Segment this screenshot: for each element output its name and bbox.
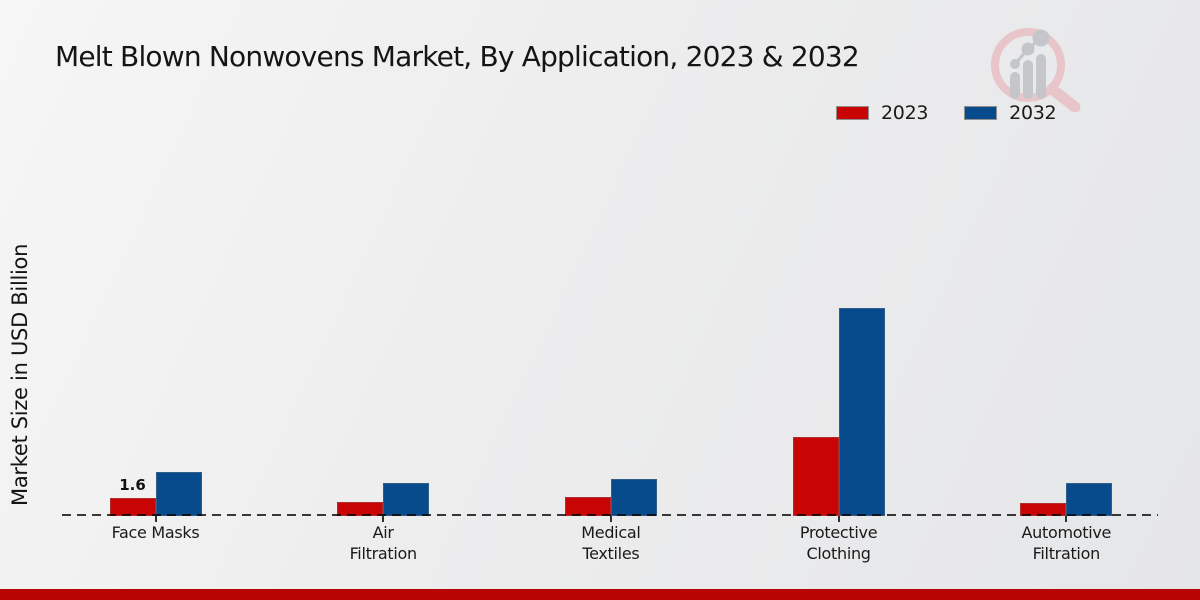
footer-accent-bar xyxy=(0,589,1200,600)
bar-2032-automotive-filtration xyxy=(1066,483,1113,516)
bar-2032-face-masks xyxy=(155,472,202,516)
x-axis-tick-medical-textiles xyxy=(609,516,612,522)
axis-baseline xyxy=(62,514,1158,516)
bar-2032-medical-textiles xyxy=(610,478,657,516)
legend-label-2023: 2023 xyxy=(881,102,929,124)
bar-value-label: 1.6 xyxy=(119,476,146,495)
x-axis-tick-air-filtration xyxy=(382,516,385,522)
x-axis-label-air-filtration: Air Filtration xyxy=(349,523,418,563)
bar-2032-air-filtration xyxy=(383,483,430,516)
bar-2023-protective-clothing xyxy=(792,437,839,516)
x-axis-label-automotive-filtration: Automotive Filtration xyxy=(1021,523,1112,563)
legend-swatch-2032 xyxy=(964,106,998,120)
x-axis-label-protective-clothing: Protective Clothing xyxy=(799,523,878,563)
legend-item-2032: 2032 xyxy=(964,102,1057,124)
x-axis-label-face-masks: Face Masks xyxy=(111,523,200,542)
magnifier-bar-chart-logo xyxy=(991,28,1081,112)
legend-item-2023: 2023 xyxy=(836,102,928,124)
x-axis-tick-automotive-filtration xyxy=(1065,516,1068,522)
x-axis-tick-protective-clothing xyxy=(837,516,840,522)
x-axis-label-medical-textiles: Medical Textiles xyxy=(581,523,641,563)
x-axis-tick-face-masks xyxy=(154,516,157,522)
legend: 2023 2032 xyxy=(836,102,1057,124)
legend-swatch-2023 xyxy=(836,106,869,120)
bar-2032-protective-clothing xyxy=(838,307,885,516)
page-title: Melt Blown Nonwovens Market, By Applicat… xyxy=(55,40,860,73)
legend-label-2032: 2032 xyxy=(1009,102,1057,124)
